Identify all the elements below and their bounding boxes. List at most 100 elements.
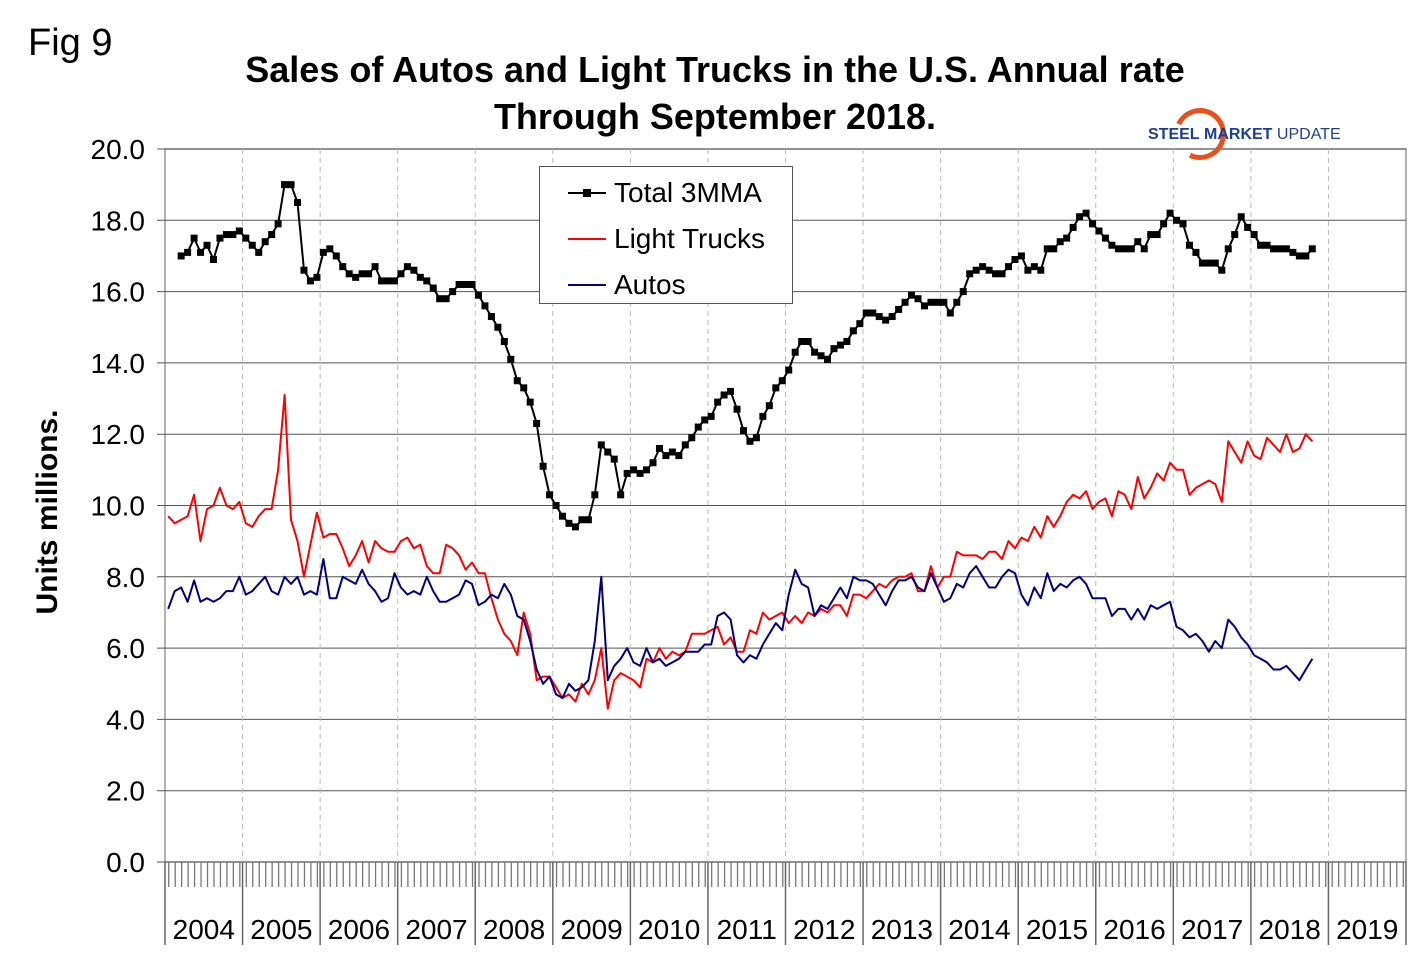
x-tick-label: 2006 xyxy=(328,914,390,945)
data-point-total xyxy=(979,263,987,271)
data-point-total xyxy=(895,305,903,313)
legend-item-autos: Autos xyxy=(568,265,686,305)
data-point-total xyxy=(662,452,670,460)
legend-swatch-trucks xyxy=(568,238,606,240)
data-point-total xyxy=(455,280,463,288)
data-point-total xyxy=(1192,248,1200,256)
data-point-total xyxy=(1095,227,1103,235)
data-point-total xyxy=(222,231,230,239)
data-point-total xyxy=(694,423,702,431)
data-point-total xyxy=(487,313,495,321)
legend-label-total: Total 3MMA xyxy=(614,177,762,208)
data-point-total xyxy=(836,341,844,349)
legend-label-trucks: Light Trucks xyxy=(614,223,765,254)
data-point-total xyxy=(752,434,760,442)
data-point-total xyxy=(474,291,482,299)
data-point-total xyxy=(526,398,534,406)
data-point-total xyxy=(371,263,379,271)
data-point-total xyxy=(500,338,508,346)
data-point-total xyxy=(1302,252,1310,260)
data-point-total xyxy=(358,270,366,278)
data-point-total xyxy=(882,316,890,324)
data-point-total xyxy=(1043,245,1051,253)
legend-swatch-total xyxy=(568,189,606,197)
data-point-total xyxy=(1147,231,1155,239)
data-point-total xyxy=(1082,209,1090,217)
data-point-total xyxy=(1153,231,1161,239)
data-point-total xyxy=(849,327,857,335)
data-point-total xyxy=(287,181,295,189)
data-point-total xyxy=(281,181,289,189)
data-point-total xyxy=(410,266,418,274)
y-tick-label: 14.0 xyxy=(91,348,146,379)
data-point-total xyxy=(1030,263,1038,271)
data-point-total xyxy=(992,270,1000,278)
data-point-total xyxy=(701,416,709,424)
x-tick-label: 2004 xyxy=(173,914,235,945)
data-point-total xyxy=(1121,245,1129,253)
data-point-total xyxy=(778,377,786,385)
data-point-total xyxy=(306,277,314,285)
data-point-total xyxy=(946,309,954,317)
data-point-total xyxy=(1198,259,1206,267)
series-trucks xyxy=(167,394,1314,710)
data-point-total xyxy=(248,241,256,249)
data-point-total xyxy=(869,309,877,317)
data-point-total xyxy=(494,323,502,331)
data-point-total xyxy=(339,263,347,271)
data-point-total xyxy=(817,352,825,360)
logo-text-update: UPDATE xyxy=(1276,126,1341,143)
data-point-total xyxy=(591,491,599,499)
data-point-total xyxy=(235,227,243,235)
data-point-total xyxy=(739,427,747,435)
data-point-total xyxy=(390,277,398,285)
x-tick-label: 2008 xyxy=(483,914,545,945)
data-point-total xyxy=(636,469,644,477)
data-point-total xyxy=(449,288,457,296)
grid xyxy=(157,148,1407,945)
data-point-total xyxy=(462,280,470,288)
data-point-total xyxy=(604,448,612,456)
y-tick-label: 6.0 xyxy=(106,633,145,664)
data-point-total xyxy=(268,231,276,239)
data-point-total xyxy=(397,270,405,278)
data-point-total xyxy=(1050,245,1058,253)
data-point-total xyxy=(365,270,373,278)
chart-title-line1: Sales of Autos and Light Trucks in the U… xyxy=(245,49,1185,90)
data-point-total xyxy=(688,434,696,442)
data-point-total xyxy=(571,523,579,531)
data-point-total xyxy=(927,298,935,306)
data-point-total xyxy=(998,270,1006,278)
data-point-total xyxy=(830,345,838,353)
data-point-total xyxy=(539,462,547,470)
data-point-total xyxy=(1004,263,1012,271)
data-point-total xyxy=(824,355,832,363)
data-point-total xyxy=(843,338,851,346)
data-point-total xyxy=(1160,220,1168,228)
y-axis-label: Units millions. xyxy=(31,409,64,615)
x-tick-labels: 2004 2005 2006 2007 2008 2009 2010 2011 2012 2013… xyxy=(173,914,1399,945)
legend-item-total: Total 3MMA xyxy=(568,173,762,213)
data-point-total xyxy=(1237,213,1245,221)
y-tick-label: 20.0 xyxy=(91,134,146,165)
data-point-total xyxy=(972,266,980,274)
data-point-total xyxy=(1127,245,1135,253)
data-point-total xyxy=(520,384,528,392)
data-point-total xyxy=(533,420,541,428)
x-tick-label: 2005 xyxy=(250,914,312,945)
data-point-total xyxy=(655,444,663,452)
x-tick-label: 2018 xyxy=(1259,914,1321,945)
data-point-total xyxy=(940,298,948,306)
data-point-total xyxy=(1224,245,1232,253)
data-point-total xyxy=(1231,231,1239,239)
x-tick-label: 2016 xyxy=(1103,914,1165,945)
data-point-total xyxy=(1069,223,1077,231)
data-point-total xyxy=(1276,245,1284,253)
data-point-total xyxy=(319,248,327,256)
data-point-total xyxy=(1308,245,1316,253)
data-point-total xyxy=(933,298,941,306)
data-point-total xyxy=(649,459,657,467)
data-point-total xyxy=(1185,241,1193,249)
legend: Total 3MMA Light Trucks Autos xyxy=(539,166,793,304)
data-point-total xyxy=(772,384,780,392)
